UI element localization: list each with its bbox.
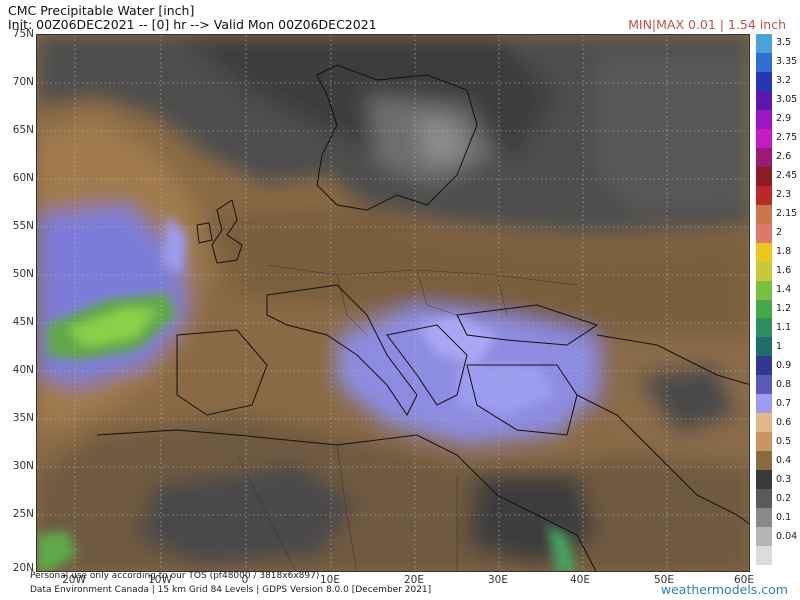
colorbar-label: 1.2 (776, 302, 792, 314)
colorbar-swatch (756, 432, 772, 452)
colorbar-label: 0.9 (776, 359, 792, 371)
colorbar-swatch (756, 261, 772, 282)
colorbar-label: 0.2 (776, 492, 792, 504)
lon-label-10e: 10E (320, 574, 340, 586)
colorbar-label: 2.9 (776, 113, 792, 125)
colorbar-swatch (756, 166, 772, 187)
colorbar-label: 0.4 (776, 454, 792, 466)
colorbar-swatch (756, 299, 772, 319)
colorbar-label: 0.7 (776, 397, 792, 409)
colorbar-swatch (756, 546, 772, 566)
colorbar-label: 3.2 (776, 75, 792, 87)
colorbar-label: 0.8 (776, 378, 792, 390)
colorbar-swatch (756, 71, 772, 92)
colorbar-swatch (756, 337, 772, 357)
lon-label-40e: 40E (570, 574, 590, 586)
colorbar-label: 1.6 (776, 265, 792, 277)
lon-label-20e: 20E (404, 574, 424, 586)
colorbar-label: 3.5 (776, 37, 792, 49)
colorbar-label: 0.1 (776, 511, 792, 523)
colorbar-swatch (756, 34, 772, 54)
lon-label-50e: 50E (654, 574, 674, 586)
colorbar-swatch (756, 413, 772, 433)
colorbar-swatch (756, 489, 772, 509)
colorbar-label: 3.05 (776, 94, 798, 106)
colorbar-swatch (756, 204, 772, 225)
lat-label-20n: 20N (12, 562, 34, 574)
colorbar-swatch (756, 527, 772, 547)
lon-label-60e: 60E (734, 574, 754, 586)
lat-label-30n: 30N (12, 460, 34, 472)
coastlines (96, 64, 749, 571)
colorbar-label: 2.15 (776, 208, 798, 220)
lat-label-60n: 60N (12, 172, 34, 184)
colorbar-swatch (756, 90, 772, 111)
colorbar-swatch (756, 394, 772, 414)
colorbar-swatch (756, 280, 772, 300)
colorbar-label: 1.1 (776, 321, 792, 333)
lat-label-25n: 25N (12, 508, 34, 520)
colorbar-label: 0.04 (776, 530, 798, 542)
colorbar-swatch (756, 109, 772, 130)
min-max-readout: MIN|MAX 0.01 | 1.54 inch (628, 17, 786, 32)
lat-label-50n: 50N (12, 268, 34, 280)
lat-label-70n: 70N (12, 76, 34, 88)
map-subtitle: Init: 00Z06DEC2021 -- [0] hr --> Valid M… (8, 17, 377, 32)
colorbar-swatch (756, 185, 772, 206)
graticule (37, 35, 749, 571)
colorbar-swatch (756, 223, 772, 244)
terms-of-use-note: Personal use only according to our TOS (… (30, 571, 320, 581)
map-title: CMC Precipitable Water [inch] (8, 3, 195, 18)
colorbar-label: 2 (776, 227, 783, 239)
precipitable-water-map (36, 34, 750, 572)
colorbar (756, 34, 772, 566)
colorbar-label: 1.4 (776, 284, 792, 296)
colorbar-label: 2.45 (776, 170, 798, 182)
colorbar-swatch (756, 375, 772, 395)
lat-label-35n: 35N (12, 412, 34, 424)
lat-label-55n: 55N (12, 220, 34, 232)
colorbar-swatch (756, 451, 772, 471)
colorbar-swatch (756, 356, 772, 376)
colorbar-swatch (756, 508, 772, 528)
colorbar-swatch (756, 470, 772, 490)
lat-label-45n: 45N (12, 316, 34, 328)
colorbar-label: 0.3 (776, 473, 792, 485)
lon-label-10w: 10W (148, 574, 172, 586)
colorbar-label: 2.75 (776, 132, 798, 144)
colorbar-label: 1.8 (776, 246, 792, 258)
lon-label-20w: 20W (62, 574, 86, 586)
colorbar-swatch (756, 147, 772, 168)
data-source-note: Data Environment Canada | 15 km Grid 84 … (30, 585, 432, 595)
lat-label-65n: 65N (12, 124, 34, 136)
colorbar-label: 2.6 (776, 151, 792, 163)
colorbar-swatch (756, 318, 772, 338)
colorbar-swatch (756, 242, 772, 263)
lon-label-30e: 30E (488, 574, 508, 586)
colorbar-label: 1 (776, 340, 783, 352)
brand-link[interactable]: weathermodels.com (660, 582, 788, 597)
colorbar-swatch (756, 128, 772, 149)
lat-label-40n: 40N (12, 364, 34, 376)
colorbar-label: 0.5 (776, 435, 792, 447)
colorbar-label: 0.6 (776, 416, 792, 428)
lat-label-75n: 75N (12, 28, 34, 40)
colorbar-label: 2.3 (776, 189, 792, 201)
lon-label-0: 0 (241, 574, 249, 586)
colorbar-swatch (756, 52, 772, 73)
colorbar-label: 3.35 (776, 56, 798, 68)
